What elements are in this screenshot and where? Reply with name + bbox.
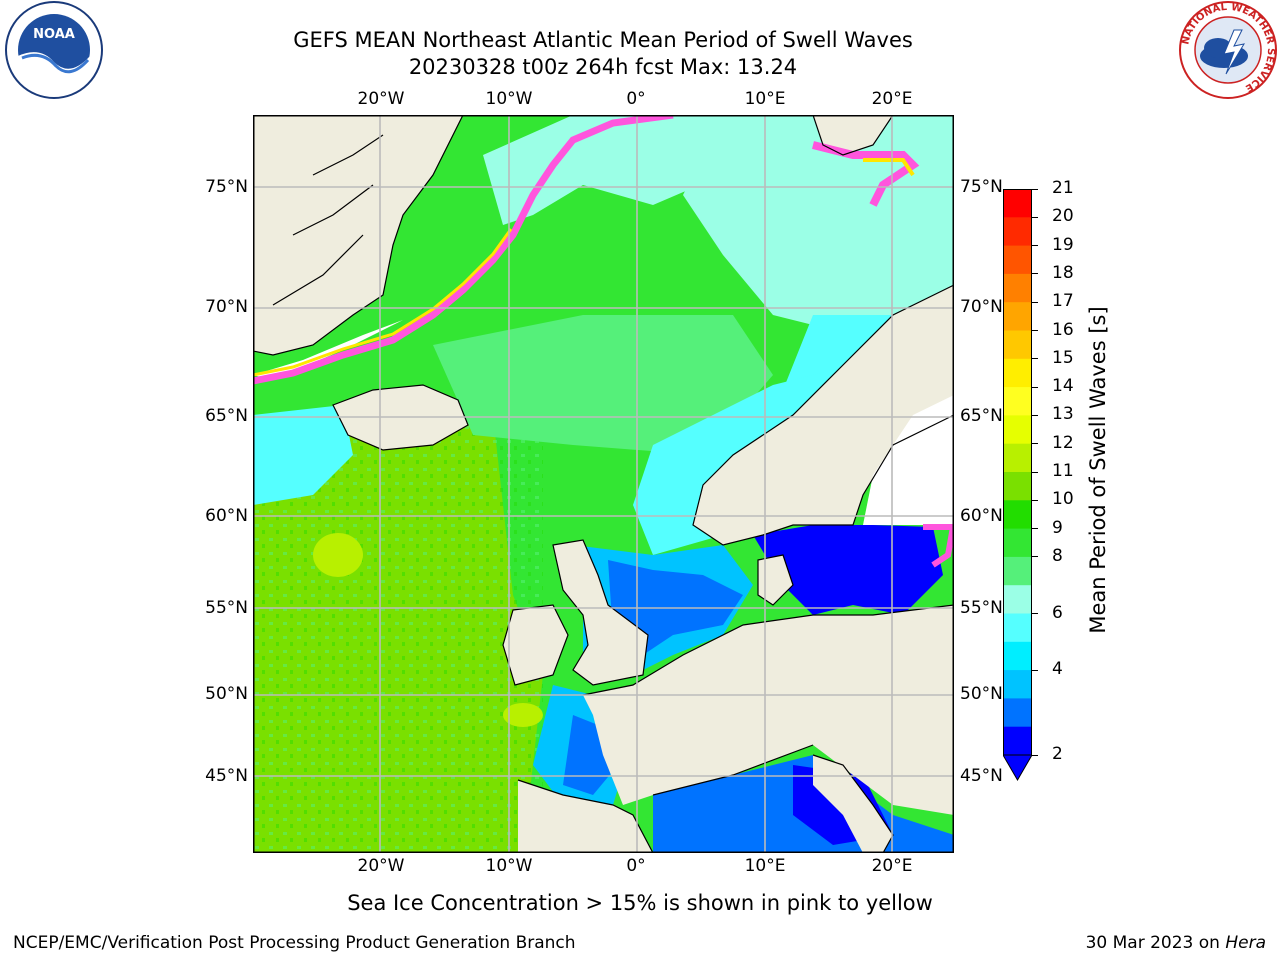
colorbar-segment <box>1003 641 1032 671</box>
colorbar-tick-mark <box>1032 443 1038 445</box>
lat-label-left: 70°N <box>205 297 248 317</box>
colorbar-tick-mark <box>1032 414 1038 416</box>
colorbar <box>1003 189 1032 781</box>
lon-label-bottom: 10°W <box>485 856 533 876</box>
colorbar-tick-mark <box>1032 386 1038 388</box>
lon-label-bottom: 20°W <box>357 856 405 876</box>
colorbar-segment <box>1003 726 1032 756</box>
sea-ice-caption: Sea Ice Concentration > 15% is shown in … <box>347 891 933 915</box>
lat-label-left: 60°N <box>205 506 248 526</box>
lat-label-left: 45°N <box>205 766 248 786</box>
colorbar-segment <box>1003 613 1032 643</box>
colorbar-segment <box>1003 528 1032 558</box>
noaa-logo: NOAA <box>5 1 103 99</box>
lon-label-bottom: 20°E <box>871 856 913 876</box>
title-line-1: GEFS MEAN Northeast Atlantic Mean Period… <box>293 28 913 52</box>
colorbar-segment <box>1003 472 1032 501</box>
colorbar-scale <box>1003 189 1032 781</box>
colorbar-segment <box>1003 302 1032 331</box>
colorbar-tick-label: 15 <box>1052 347 1074 368</box>
lon-label-top: 10°E <box>744 89 786 109</box>
lon-label-top: 0° <box>626 89 646 109</box>
colorbar-tick-label: 9 <box>1052 517 1063 538</box>
lat-label-left: 50°N <box>205 684 248 704</box>
colorbar-tick-label: 21 <box>1052 178 1074 198</box>
colorbar-segment <box>1003 189 1032 218</box>
colorbar-tick-mark <box>1032 613 1038 614</box>
colorbar-tick-label: 4 <box>1052 659 1063 680</box>
lat-label-right: 45°N <box>960 766 1003 786</box>
colorbar-tick-mark <box>1032 528 1038 530</box>
colorbar-outline <box>1003 189 1032 756</box>
colorbar-segment <box>1003 556 1032 586</box>
colorbar-tick-label: 18 <box>1052 262 1074 283</box>
colorbar-tick-label: 10 <box>1052 489 1074 510</box>
lon-label-top: 10°W <box>485 89 533 109</box>
colorbar-tick-mark <box>1032 499 1038 501</box>
colorbar-segment <box>1003 443 1032 473</box>
colorbar-tick-mark <box>1032 273 1038 275</box>
colorbar-segment <box>1003 698 1032 728</box>
colorbar-segment <box>1003 358 1032 388</box>
colorbar-tick-label: 8 <box>1052 545 1063 566</box>
lat-label-right: 60°N <box>960 506 1003 526</box>
lat-label-right: 65°N <box>960 406 1003 426</box>
colorbar-tick-mark <box>1032 188 1038 190</box>
lat-label-left: 55°N <box>205 598 248 618</box>
colorbar-segment <box>1003 273 1032 303</box>
colorbar-tick-label: 2 <box>1052 744 1063 764</box>
title-line-2: 20230328 t00z 264h fcst Max: 13.24 <box>408 55 798 79</box>
colorbar-segment <box>1003 415 1032 445</box>
lon-label-bottom: 10°E <box>744 856 786 876</box>
colorbar-extend-triangle <box>1003 754 1032 781</box>
colorbar-tick-label: 17 <box>1052 291 1074 312</box>
colorbar-label: Mean Period of Swell Waves [s] <box>1086 306 1110 634</box>
lat-label-left: 65°N <box>205 406 248 426</box>
lat-label-right: 55°N <box>960 598 1003 618</box>
lon-label-top: 20°E <box>871 89 913 109</box>
colorbar-tick-label: 16 <box>1052 319 1074 340</box>
colorbar-segment <box>1003 670 1032 699</box>
colorbar-tick-mark <box>1032 358 1038 360</box>
colorbar-tick-mark <box>1032 556 1038 558</box>
nws-logo: NATIONAL WEATHER SERVICE <box>1179 1 1277 99</box>
colorbar-tick-label: 13 <box>1052 404 1074 425</box>
footer-credit: NCEP/EMC/Verification Post Processing Pr… <box>13 933 576 953</box>
lat-label-left: 75°N <box>205 177 248 197</box>
lat-label-right: 70°N <box>960 297 1003 317</box>
colorbar-tick-label: 6 <box>1052 602 1063 623</box>
lon-label-top: 20°W <box>357 89 405 109</box>
colorbar-tick-label: 19 <box>1052 234 1074 255</box>
colorbar-tick-mark <box>1032 471 1038 473</box>
colorbar-tick-mark <box>1032 330 1038 331</box>
colorbar-tick-mark <box>1032 754 1038 756</box>
colorbar-tick-label: 11 <box>1052 461 1074 481</box>
footer-host: Hera <box>1225 933 1266 953</box>
colorbar-tick-label: 14 <box>1052 376 1074 397</box>
footer-date-text: 30 Mar 2023 on <box>1085 933 1226 953</box>
colorbar-tick-label: 20 <box>1052 206 1074 227</box>
noaa-logo-text: NOAA <box>33 27 75 42</box>
colorbar-tick-mark <box>1032 216 1038 218</box>
colorbar-segment <box>1003 330 1032 360</box>
colorbar-segment <box>1003 500 1032 530</box>
colorbar-tick-mark <box>1032 301 1038 303</box>
footer-date: 30 Mar 2023 on Hera <box>1086 933 1266 953</box>
colorbar-tick-mark <box>1032 669 1038 671</box>
lat-label-right: 50°N <box>960 684 1003 704</box>
colorbar-segment <box>1003 217 1032 247</box>
colorbar-tick-mark <box>1032 245 1038 247</box>
lon-label-bottom: 0° <box>626 856 646 876</box>
colorbar-tick-label: 12 <box>1052 432 1074 453</box>
lat-label-right: 75°N <box>960 177 1003 197</box>
colorbar-segment <box>1003 387 1032 416</box>
swell-period-map <box>253 115 954 853</box>
colorbar-segment <box>1003 585 1032 614</box>
colorbar-segment <box>1003 245 1032 275</box>
